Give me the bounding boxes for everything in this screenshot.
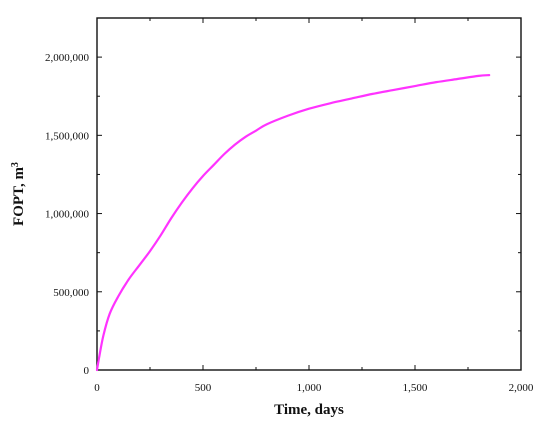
y-tick-label: 0 (84, 365, 90, 377)
y-tick-label: 1,000,000 (45, 209, 90, 221)
x-tick-label: 0 (94, 382, 100, 394)
y-tick-label: 2,000,000 (45, 52, 90, 64)
y-axis-label-main: FOPT, m (11, 167, 27, 226)
x-axis-ticks (96, 18, 522, 370)
series-line (95, 74, 491, 372)
y-axis-label-superscript: 3 (10, 162, 21, 167)
x-tick-label: 2,000 (509, 382, 534, 394)
y-axis-tick-labels: 0 500,000 1,000,000 1,500,000 2,000,000 (45, 52, 90, 377)
plot-area-frame (96, 17, 522, 371)
y-tick-label: 500,000 (53, 287, 89, 299)
y-tick-label: 1,500,000 (45, 130, 90, 142)
x-tick-label: 1,000 (297, 382, 322, 394)
x-axis-tick-labels: 0 500 1,000 1,500 2,000 (94, 382, 534, 394)
y-axis-label: FOPT, m3 (10, 162, 28, 226)
x-tick-label: 1,500 (403, 382, 428, 394)
x-tick-label: 500 (195, 382, 212, 394)
y-axis-ticks (97, 56, 521, 371)
x-axis-label: Time, days (274, 402, 344, 418)
